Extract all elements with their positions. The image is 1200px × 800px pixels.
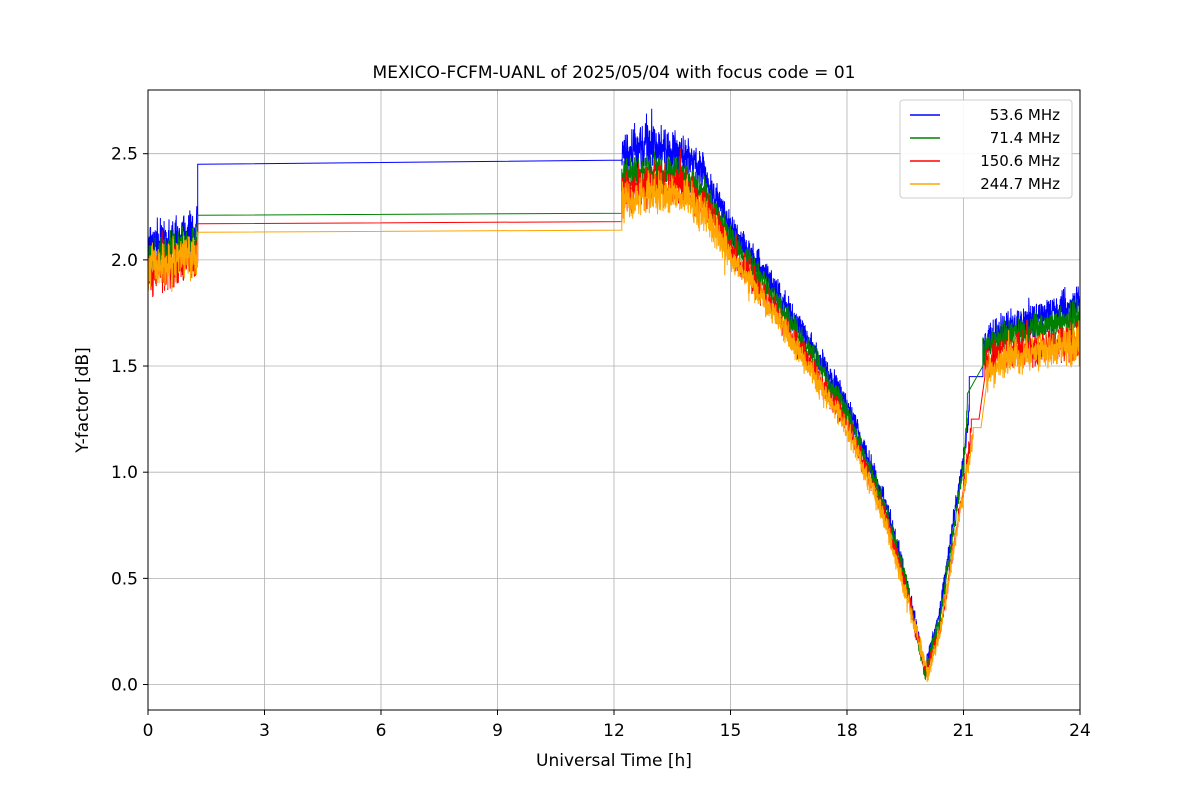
series-group [148,108,1080,683]
legend-entry-71.4-MHz: 71.4 MHz [910,129,1060,147]
series-line-244.7-MHz [148,170,1080,683]
legend-entry-150.6-MHz: 150.6 MHz [910,152,1060,170]
legend-label: 71.4 MHz [990,129,1060,147]
legend-entry-53.6-MHz: 53.6 MHz [910,106,1060,124]
x-tick-label-18: 18 [836,721,858,741]
y-tick-label-2: 2.0 [111,251,138,271]
legend-entry-244.7-MHz: 244.7 MHz [910,175,1060,193]
legend: 53.6 MHz 71.4 MHz 150.6 MHz 244.7 MHz [899,99,1073,199]
x-tick-label-12: 12 [603,721,625,741]
y-tick-label-0: 0.0 [111,676,138,696]
legend-label: 53.6 MHz [990,106,1060,124]
y-tick-label-0.5: 0.5 [111,569,138,589]
legend-label: 244.7 MHz [980,175,1060,193]
x-axis-label: Universal Time [h] [536,751,692,771]
ticks: 0 3 6 9 12 15 18 21 24 0.0 0.5 1.0 1.5 2.0 2.5 [111,145,1091,741]
x-tick-label-6: 6 [376,721,387,741]
chart-title: MEXICO-FCFM-UANL of 2025/05/04 with focu… [373,63,856,83]
y-tick-label-1.5: 1.5 [111,357,138,377]
x-tick-label-0: 0 [143,721,154,741]
x-tick-label-24: 24 [1069,721,1091,741]
x-tick-label-15: 15 [720,721,742,741]
x-tick-label-9: 9 [492,721,503,741]
y-tick-label-2.5: 2.5 [111,145,138,165]
x-tick-label-3: 3 [259,721,270,741]
x-tick-label-21: 21 [953,721,975,741]
y-tick-label-1: 1.0 [111,463,138,483]
legend-label: 150.6 MHz [980,152,1060,170]
legend-box [899,99,1073,199]
y-axis-label: Y-factor [dB] [73,347,93,453]
